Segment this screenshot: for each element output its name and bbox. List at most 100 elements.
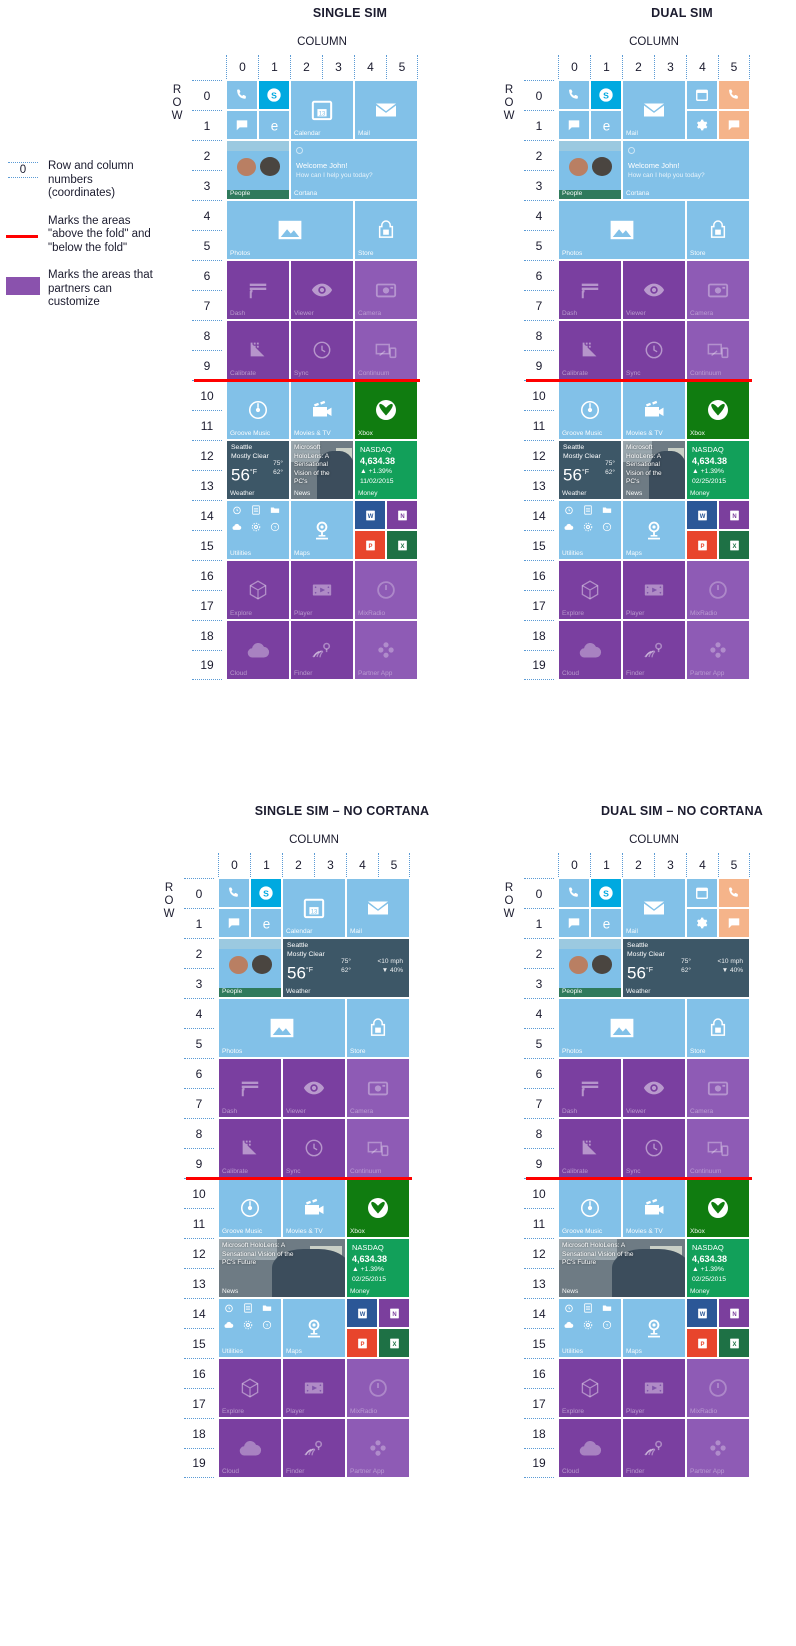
tile-weather[interactable]: Seattle Mostly Clear 56°F <10 mph ▼ 40% 7… [623, 939, 749, 997]
tile-camera[interactable]: Camera [687, 261, 749, 319]
tile-mixradio[interactable]: MixRadio [355, 561, 417, 619]
tile-messaging-sim1[interactable] [559, 909, 589, 937]
tile-edge[interactable]: e [251, 909, 281, 937]
tile-maps[interactable]: Maps [291, 501, 353, 559]
tile-maps[interactable]: Maps [283, 1299, 345, 1357]
tile-groove-music[interactable]: Groove Music [227, 381, 289, 439]
tile-phone-sim1[interactable] [559, 879, 589, 907]
tile-money[interactable]: NASDAQ 4,634.38 ▲ +1.39% 02/25/2015 Mone… [347, 1239, 409, 1297]
tile-partner-app[interactable]: Partner App [687, 1419, 749, 1477]
tile-mixradio[interactable]: MixRadio [687, 561, 749, 619]
tile-excel[interactable]: X [719, 531, 749, 559]
tile-messaging-sim2[interactable] [719, 909, 749, 937]
tile-photos[interactable]: Photos [559, 201, 685, 259]
tile-finder[interactable]: Finder [623, 1419, 685, 1477]
tile-maps[interactable]: Maps [623, 501, 685, 559]
tile-dash[interactable]: Dash [219, 1059, 281, 1117]
tile-calendar[interactable]: 13 Calendar [283, 879, 345, 937]
tile-onenote[interactable]: N [379, 1299, 409, 1327]
tile-finder[interactable]: Finder [623, 621, 685, 679]
tile-explore[interactable]: Explore [227, 561, 289, 619]
tile-messaging[interactable] [219, 909, 249, 937]
tile-dash[interactable]: Dash [559, 261, 621, 319]
tile-phone-sim2[interactable] [719, 879, 749, 907]
tile-messaging-sim1[interactable] [559, 111, 589, 139]
tile-camera[interactable]: Camera [355, 261, 417, 319]
tile-camera[interactable]: Camera [687, 1059, 749, 1117]
tile-movies-tv[interactable]: Movies & TV [623, 1179, 685, 1237]
tile-mail[interactable]: Mail [355, 81, 417, 139]
tile-player[interactable]: Player [291, 561, 353, 619]
tile-cloud[interactable]: Cloud [559, 1419, 621, 1477]
tile-store[interactable]: Store [687, 201, 749, 259]
tile-utilities[interactable]: ? Utilities [219, 1299, 281, 1357]
tile-word[interactable]: W [347, 1299, 377, 1327]
tile-news[interactable]: Microsoft HoloLens: A Sensational Vision… [559, 1239, 685, 1297]
tile-store[interactable]: Store [355, 201, 417, 259]
tile-calibrate[interactable]: Calibrate [219, 1119, 281, 1177]
tile-powerpoint[interactable]: P [687, 1329, 717, 1357]
tile-money[interactable]: NASDAQ 4,634.38 ▲ +1.39% 11/02/2015 Mone… [355, 441, 417, 499]
tile-groove-music[interactable]: Groove Music [219, 1179, 281, 1237]
tile-explore[interactable]: Explore [559, 561, 621, 619]
tile-mixradio[interactable]: MixRadio [687, 1359, 749, 1417]
tile-news[interactable]: Microsoft HoloLens: A Sensational Vision… [291, 441, 353, 499]
tile-continuum[interactable]: Continuum [687, 1119, 749, 1177]
tile-mail[interactable]: Mail [347, 879, 409, 937]
tile-utilities[interactable]: ? Utilities [227, 501, 289, 559]
tile-groove-music[interactable]: Groove Music [559, 1179, 621, 1237]
tile-phone-sim1[interactable] [559, 81, 589, 109]
tile-sync[interactable]: Sync [291, 321, 353, 379]
tile-powerpoint[interactable]: P [347, 1329, 377, 1357]
tile-phone[interactable] [219, 879, 249, 907]
tile-cortana[interactable]: Welcome John! How can I help you today? … [291, 141, 417, 199]
tile-viewer[interactable]: Viewer [291, 261, 353, 319]
tile-news[interactable]: Microsoft HoloLens: A Sensational Vision… [219, 1239, 345, 1297]
tile-calendar[interactable]: 13 Calendar [291, 81, 353, 139]
tile-explore[interactable]: Explore [559, 1359, 621, 1417]
tile-movies-tv[interactable]: Movies & TV [623, 381, 685, 439]
tile-explore[interactable]: Explore [219, 1359, 281, 1417]
tile-utilities[interactable]: ? Utilities [559, 501, 621, 559]
tile-viewer[interactable]: Viewer [283, 1059, 345, 1117]
tile-calibrate[interactable]: Calibrate [227, 321, 289, 379]
tile-edge[interactable]: e [591, 111, 621, 139]
tile-calendar[interactable] [687, 81, 717, 109]
tile-people[interactable]: People [559, 141, 621, 199]
tile-continuum[interactable]: Continuum [347, 1119, 409, 1177]
tile-continuum[interactable]: Continuum [355, 321, 417, 379]
tile-xbox[interactable]: Xbox [347, 1179, 409, 1237]
tile-messaging-sim2[interactable] [719, 111, 749, 139]
tile-word[interactable]: W [687, 501, 717, 529]
tile-photos[interactable]: Photos [559, 999, 685, 1057]
tile-excel[interactable]: X [719, 1329, 749, 1357]
tile-skype[interactable]: S [591, 81, 621, 109]
tile-xbox[interactable]: Xbox [355, 381, 417, 439]
tile-skype[interactable]: S [251, 879, 281, 907]
tile-people[interactable]: People [227, 141, 289, 199]
tile-phone-sim2[interactable] [719, 81, 749, 109]
tile-skype[interactable]: S [259, 81, 289, 109]
tile-excel[interactable]: X [387, 531, 417, 559]
tile-cortana[interactable]: Welcome John! How can I help you today? … [623, 141, 749, 199]
tile-onenote[interactable]: N [719, 1299, 749, 1327]
tile-people[interactable]: People [559, 939, 621, 997]
tile-partner-app[interactable]: Partner App [347, 1419, 409, 1477]
tile-partner-app[interactable]: Partner App [355, 621, 417, 679]
tile-powerpoint[interactable]: P [355, 531, 385, 559]
tile-movies-tv[interactable]: Movies & TV [283, 1179, 345, 1237]
tile-camera[interactable]: Camera [347, 1059, 409, 1117]
tile-edge[interactable]: e [259, 111, 289, 139]
tile-excel[interactable]: X [379, 1329, 409, 1357]
tile-viewer[interactable]: Viewer [623, 261, 685, 319]
tile-onenote[interactable]: N [387, 501, 417, 529]
tile-sync[interactable]: Sync [623, 1119, 685, 1177]
tile-utilities[interactable]: ? Utilities [559, 1299, 621, 1357]
tile-calibrate[interactable]: Calibrate [559, 1119, 621, 1177]
tile-continuum[interactable]: Continuum [687, 321, 749, 379]
tile-dash[interactable]: Dash [227, 261, 289, 319]
tile-word[interactable]: W [355, 501, 385, 529]
tile-skype[interactable]: S [591, 879, 621, 907]
tile-calibrate[interactable]: Calibrate [559, 321, 621, 379]
tile-movies-tv[interactable]: Movies & TV [291, 381, 353, 439]
